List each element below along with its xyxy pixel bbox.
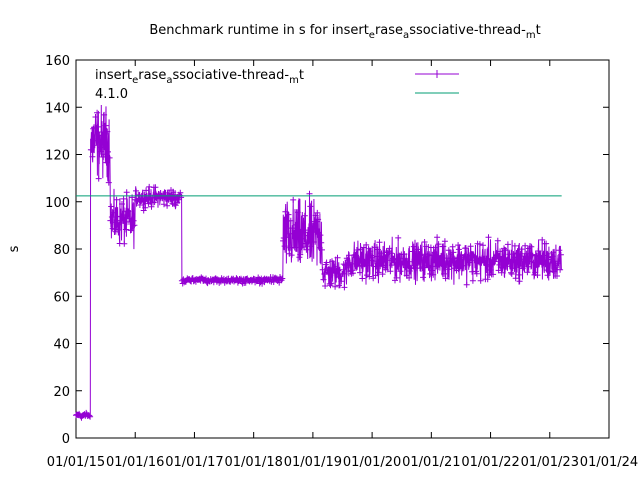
legend-label-reference: 4.1.0: [95, 87, 128, 102]
series-main-markers: [73, 109, 564, 421]
y-tick-label: 20: [53, 385, 70, 400]
y-tick-label: 40: [53, 338, 70, 353]
y-tick-label: 80: [53, 243, 70, 258]
y-axis-label: s: [7, 245, 22, 252]
x-tick-label: 01/01/21: [402, 455, 460, 470]
series-main-line: [75, 104, 562, 420]
x-tick-label: 01/01/16: [106, 455, 164, 470]
x-axis: 01/01/15 01/01/16 01/01/17 01/01/18 01/01/19…: [47, 60, 638, 470]
chart-title: Benchmark runtime in s for inserteraseas…: [149, 23, 540, 41]
legend-label-main: inserteraseassociative-thread-mt: [95, 68, 304, 86]
legend: inserteraseassociative-thread-mt 4.1.0: [95, 68, 459, 102]
legend-marker-main: [433, 70, 441, 78]
x-tick-label: 01/01/24: [580, 455, 638, 470]
x-tick-label: 01/01/20: [343, 455, 401, 470]
y-tick-label: 60: [53, 290, 70, 305]
y-tick-label: 160: [45, 54, 70, 69]
x-tick-label: 01/01/17: [165, 455, 223, 470]
y-tick-label: 140: [45, 101, 70, 116]
y-tick-label: 0: [62, 432, 70, 447]
x-tick-label: 01/01/19: [284, 455, 342, 470]
y-tick-label: 100: [45, 196, 70, 211]
x-tick-label: 01/01/22: [461, 455, 519, 470]
y-axis: 0 20 40 60 80 100 120 140 160: [45, 54, 609, 447]
series-main: [73, 104, 564, 421]
x-tick-label: 01/01/18: [224, 455, 282, 470]
y-tick-label: 120: [45, 149, 70, 164]
x-tick-label: 01/01/15: [47, 455, 105, 470]
x-tick-label: 01/01/23: [521, 455, 579, 470]
